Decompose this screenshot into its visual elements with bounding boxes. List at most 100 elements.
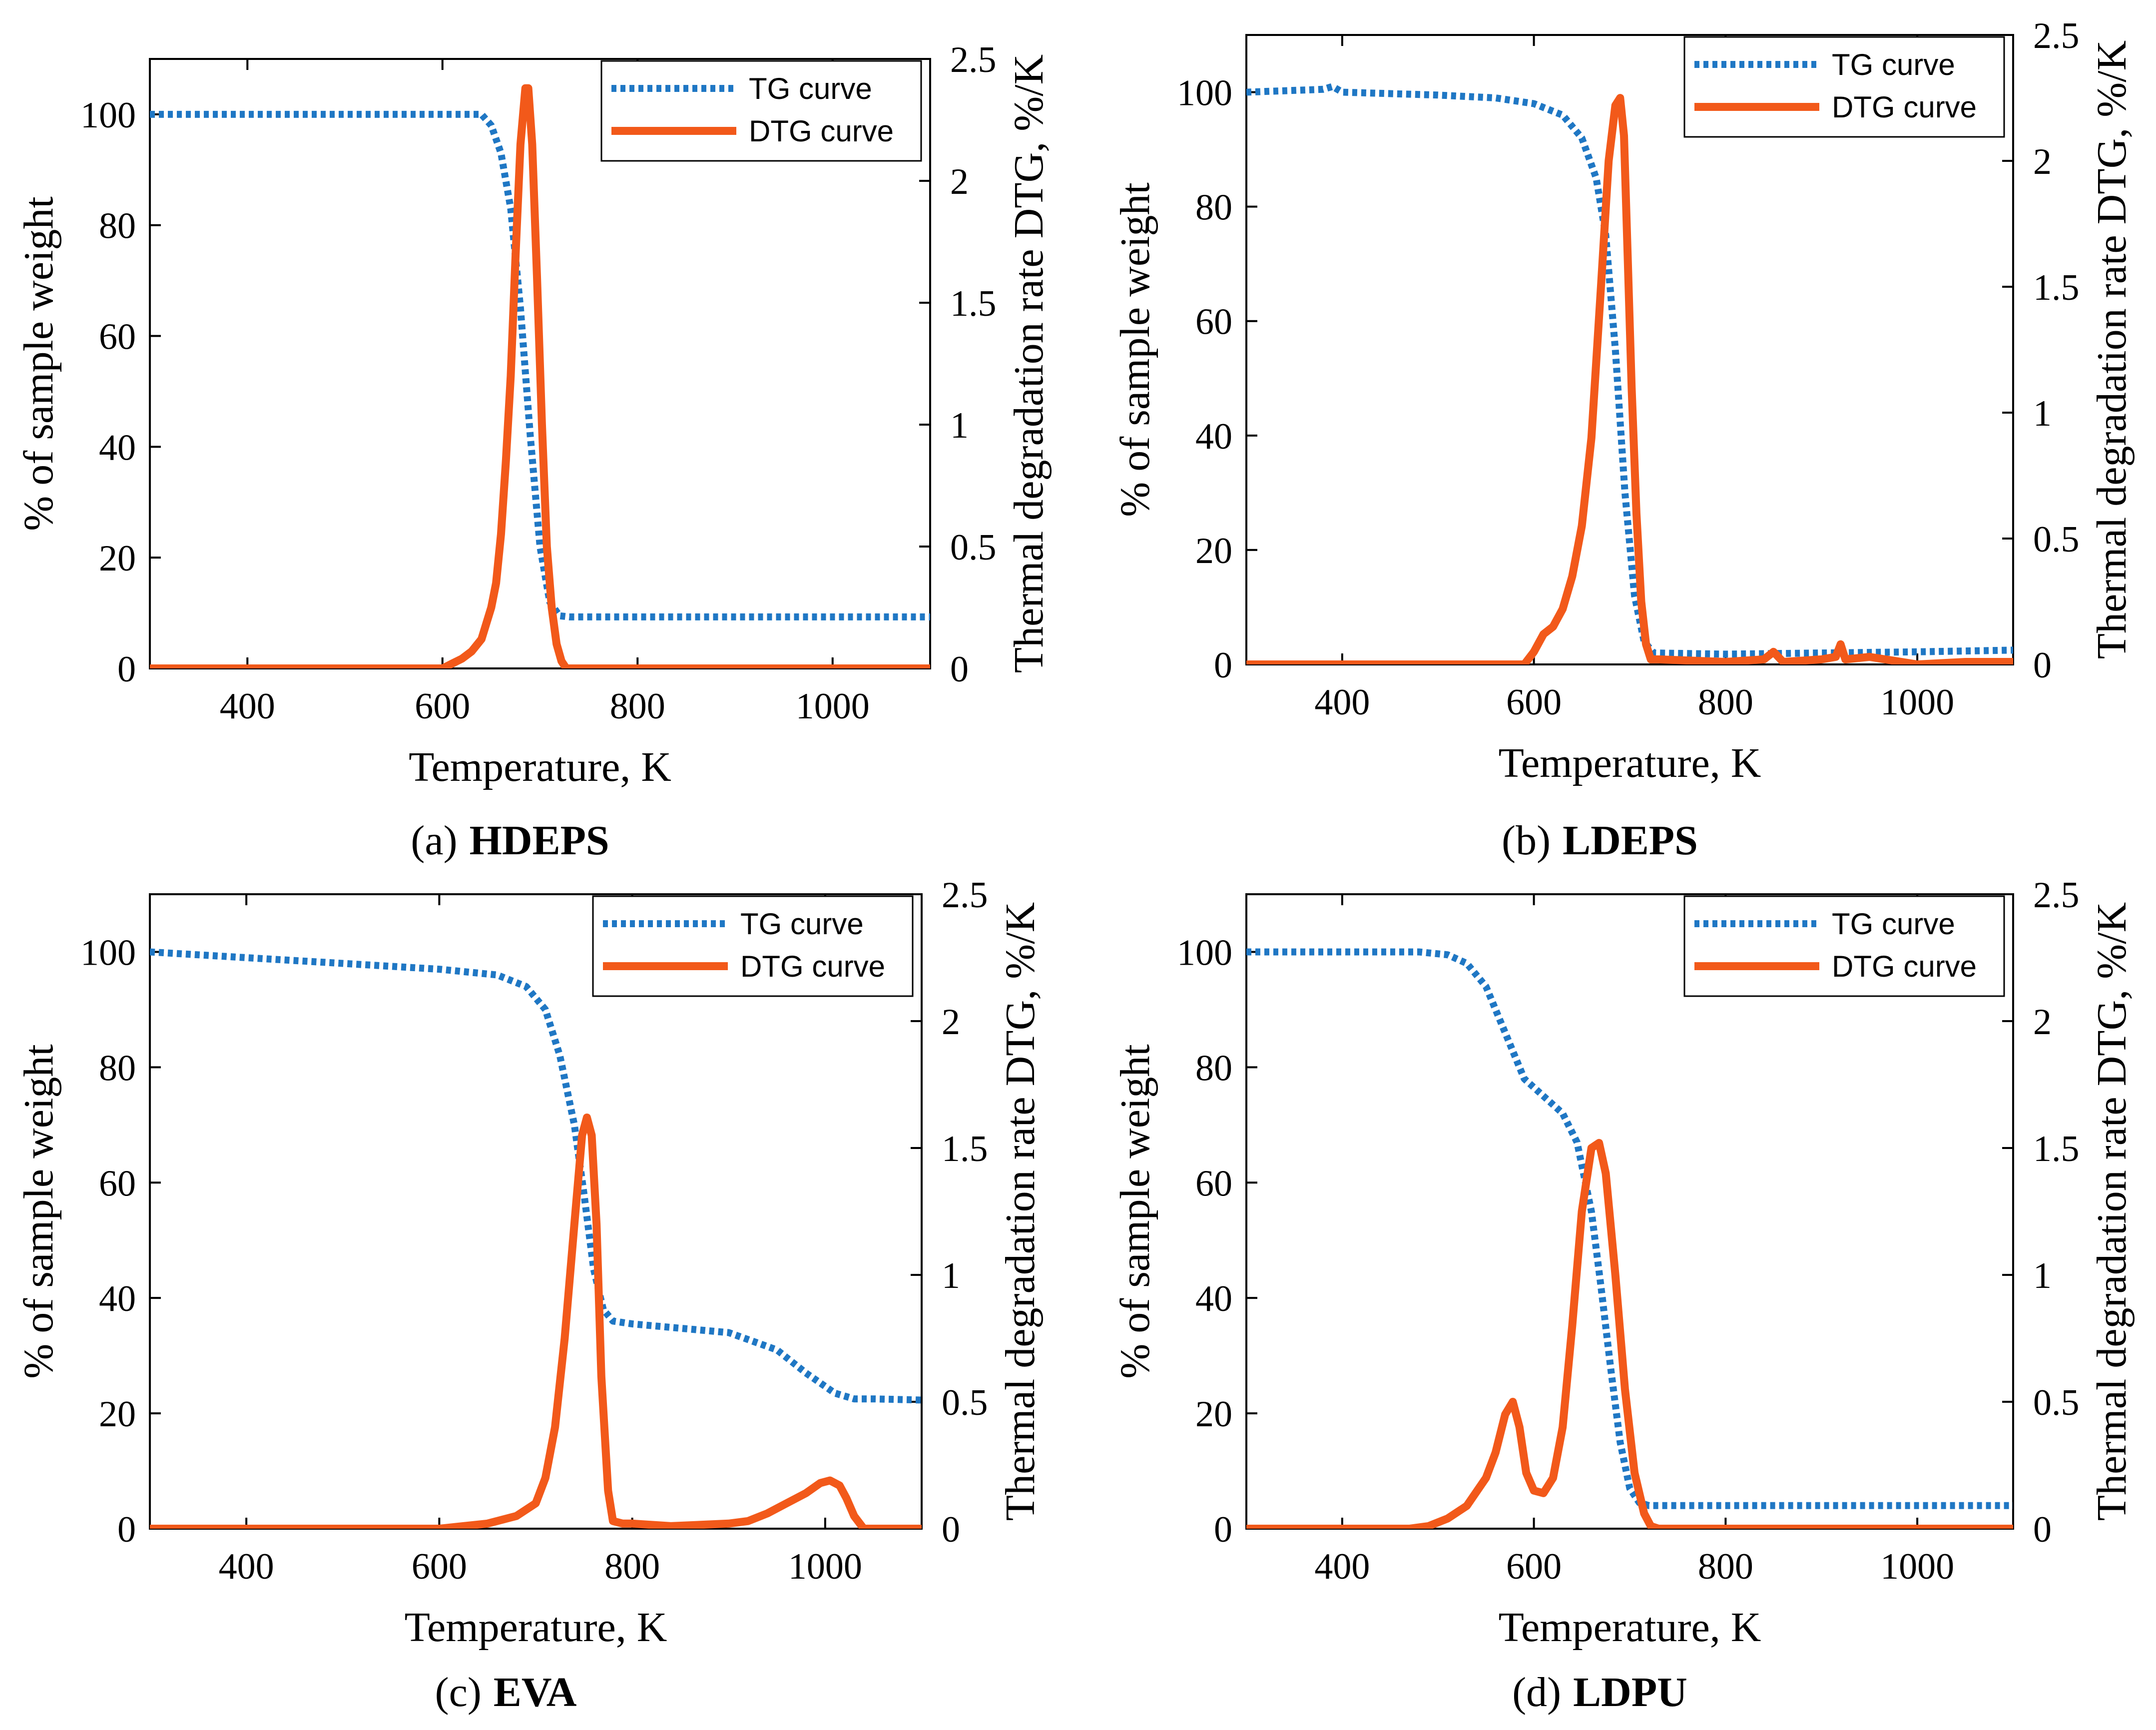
x-tick-label: 600 xyxy=(412,1546,467,1587)
y-left-tick-label: 40 xyxy=(1195,416,1232,457)
y-left-tick-label: 20 xyxy=(1195,1394,1232,1435)
legend-label: TG curve xyxy=(740,907,864,941)
y-right-tick-label: 1 xyxy=(942,1255,960,1296)
dtg-curve-line xyxy=(150,1114,922,1529)
x-tick-label: 800 xyxy=(1698,682,1753,723)
y-left-tick-label: 20 xyxy=(1195,531,1232,572)
legend-label: TG curve xyxy=(1832,48,1955,81)
panel-caption: (d) LDPU xyxy=(1512,1669,1687,1716)
legend: TG curve DTG curve xyxy=(592,895,914,997)
panel-a: 400 600 800 100002040608010000.511.522.5Tem… xyxy=(15,39,1052,864)
y-left-tick-label: 80 xyxy=(1195,1048,1232,1089)
caption-name: LDEPS xyxy=(1563,817,1698,864)
y-right-tick-label: 0.5 xyxy=(2033,1382,2080,1423)
y-right-tick-label: 2 xyxy=(2033,1002,2052,1043)
y-left-tick-label: 0 xyxy=(117,1509,136,1550)
x-axis-label: Temperature, K xyxy=(405,1604,667,1651)
y-left-tick-label: 80 xyxy=(99,206,136,247)
dtg-curve-line xyxy=(1246,94,2013,664)
y-left-axis-label: % of sample weight xyxy=(15,1044,62,1379)
y-right-axis-label: Thermal degradation rate DTG, %/K xyxy=(997,902,1044,1521)
y-left-tick-label: 100 xyxy=(80,932,136,973)
panel-caption: (a) HDEPS xyxy=(411,817,609,864)
panel-c: 400 600 800 100002040608010000.511.522.5Tem… xyxy=(15,875,1044,1716)
y-right-tick-label: 1 xyxy=(950,405,969,446)
legend: TG curve DTG curve xyxy=(1683,36,2005,138)
panel-caption: (b) LDEPS xyxy=(1502,817,1698,864)
x-tick-label: 600 xyxy=(1506,1546,1562,1587)
x-tick-label: 400 xyxy=(220,686,275,727)
legend-label: DTG curve xyxy=(749,114,894,148)
plot-frame xyxy=(1245,893,2014,1530)
y-left-tick-label: 100 xyxy=(1177,932,1232,973)
legend: TG curve DTG curve xyxy=(1683,895,2005,997)
x-tick-label: 800 xyxy=(1698,1546,1753,1587)
y-left-tick-label: 40 xyxy=(99,427,136,468)
y-left-tick-label: 0 xyxy=(117,649,136,690)
y-right-tick-label: 2.5 xyxy=(942,875,988,916)
y-left-axis-label: % of sample weight xyxy=(1112,182,1158,517)
y-left-tick-label: 100 xyxy=(80,95,136,136)
tg-curve-line xyxy=(150,948,922,1404)
caption-name: LDPU xyxy=(1573,1669,1687,1716)
caption-prefix: (b) xyxy=(1502,817,1551,864)
y-right-tick-label: 2 xyxy=(2033,141,2052,182)
caption-prefix: (d) xyxy=(1512,1669,1561,1716)
y-right-tick-label: 2.5 xyxy=(2033,15,2080,56)
y-right-axis-label: Thermal degradation rate DTG, %/K xyxy=(2089,40,2135,659)
x-tick-label: 1000 xyxy=(1880,682,1954,723)
dtg-curve-line xyxy=(150,84,930,668)
legend-box xyxy=(592,895,914,997)
x-axis-label: Temperature, K xyxy=(1499,740,1761,786)
y-right-tick-label: 2.5 xyxy=(950,39,997,80)
x-tick-label: 800 xyxy=(604,1546,660,1587)
caption-prefix: (c) xyxy=(435,1669,482,1716)
y-right-tick-label: 2 xyxy=(942,1002,960,1043)
x-tick-label: 1000 xyxy=(1880,1546,1954,1587)
legend-label: DTG curve xyxy=(1832,90,1977,124)
y-right-tick-label: 0 xyxy=(942,1509,960,1550)
y-left-tick-label: 0 xyxy=(1214,1509,1232,1550)
x-axis-label: Temperature, K xyxy=(1499,1604,1761,1651)
y-left-axis-label: % of sample weight xyxy=(1112,1044,1158,1379)
y-right-tick-label: 0 xyxy=(950,649,969,690)
y-right-tick-label: 0.5 xyxy=(942,1382,988,1423)
y-right-tick-label: 0 xyxy=(2033,1509,2052,1550)
y-left-tick-label: 60 xyxy=(1195,302,1232,343)
y-left-tick-label: 80 xyxy=(99,1048,136,1089)
y-right-axis-label: Thermal degradation rate DTG, %/K xyxy=(2089,902,2135,1521)
legend-box xyxy=(1683,895,2005,997)
legend-label: DTG curve xyxy=(740,950,885,983)
caption-name: HDEPS xyxy=(470,817,609,864)
panel-caption: (c) EVA xyxy=(435,1669,577,1716)
legend-label: TG curve xyxy=(749,72,872,105)
y-left-tick-label: 60 xyxy=(99,317,136,358)
dtg-curve-line xyxy=(1246,1139,2013,1529)
x-tick-label: 400 xyxy=(1314,1546,1370,1587)
legend-box xyxy=(600,60,922,162)
x-tick-label: 1000 xyxy=(796,686,870,727)
panel-b: 400 600 800 100002040608010000.511.522.5Tem… xyxy=(1112,15,2135,864)
legend-label: TG curve xyxy=(1832,907,1955,941)
y-right-tick-label: 2 xyxy=(950,161,969,202)
y-left-tick-label: 20 xyxy=(99,538,136,579)
x-axis-label: Temperature, K xyxy=(409,744,671,790)
y-left-tick-label: 60 xyxy=(1195,1163,1232,1204)
x-tick-label: 400 xyxy=(1314,682,1370,723)
tg-curve-line xyxy=(150,110,930,620)
legend-label: DTG curve xyxy=(1832,950,1977,983)
y-left-tick-label: 100 xyxy=(1177,73,1232,114)
caption-name: EVA xyxy=(494,1669,577,1716)
legend: TG curve DTG curve xyxy=(600,60,922,162)
y-left-tick-label: 80 xyxy=(1195,187,1232,228)
caption-prefix: (a) xyxy=(411,817,457,864)
y-right-tick-label: 0.5 xyxy=(2033,519,2080,560)
y-right-axis-label: Thermal degradation rate DTG, %/K xyxy=(1006,54,1052,673)
y-right-tick-label: 2.5 xyxy=(2033,875,2080,916)
x-tick-label: 400 xyxy=(219,1546,274,1587)
plot-frame xyxy=(149,893,923,1530)
y-right-tick-label: 1.5 xyxy=(2033,1129,2080,1169)
y-right-tick-label: 1 xyxy=(2033,393,2052,434)
legend-box xyxy=(1683,36,2005,138)
